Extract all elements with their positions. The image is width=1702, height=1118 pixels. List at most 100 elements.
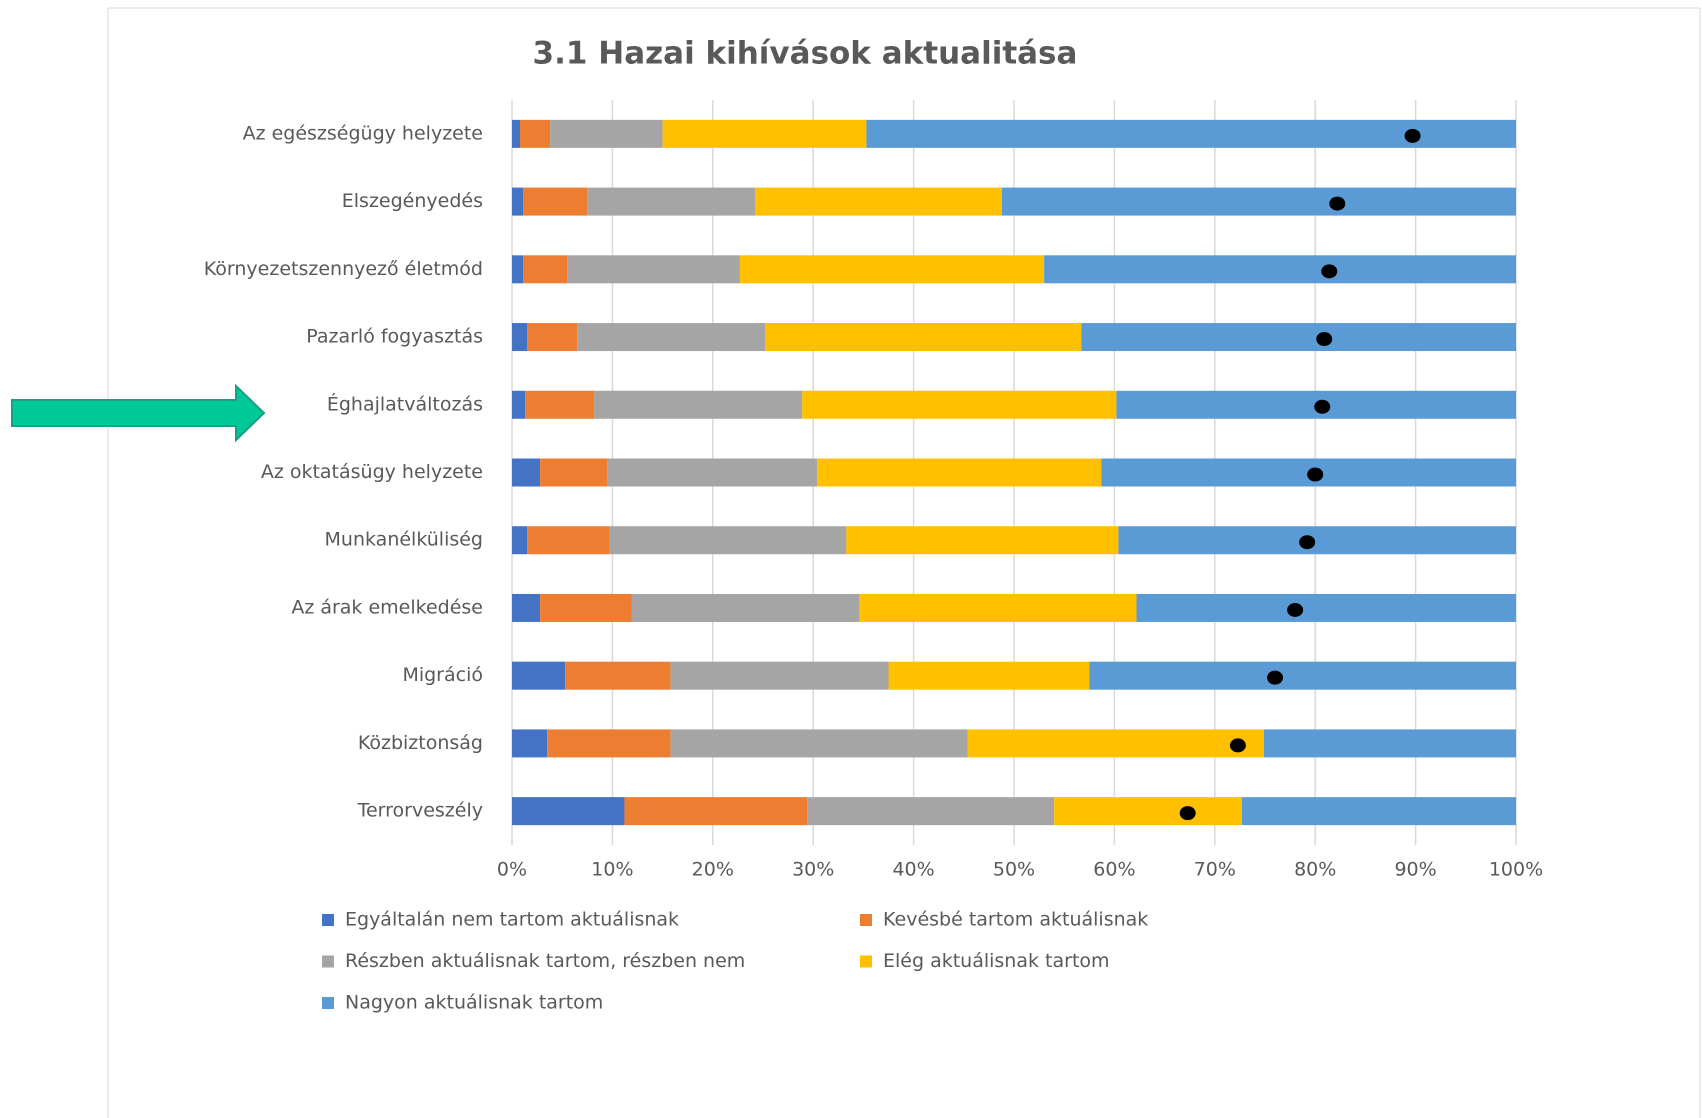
bar-segment [662, 119, 867, 148]
bar-segment [1136, 593, 1516, 622]
dot [1404, 128, 1421, 143]
bar-segment [540, 593, 632, 622]
x-tick-label: 0% [497, 859, 527, 881]
bar-segment [512, 661, 566, 690]
x-tick-label: 50% [993, 859, 1035, 881]
bar-segment [817, 458, 1102, 487]
bar-segment [1081, 323, 1516, 352]
y-tick-label: Elszegényedés [342, 190, 483, 212]
bar-segment [807, 797, 1055, 826]
x-tick-label: 20% [692, 859, 734, 881]
dot [1314, 399, 1331, 414]
bar-segment [512, 458, 541, 487]
x-tick-label: 80% [1294, 859, 1336, 881]
legend-swatch [860, 914, 872, 926]
legend-label: Kevésbé tartom aktuálisnak [883, 909, 1148, 931]
bar-segment [512, 593, 541, 622]
dot [1287, 602, 1304, 617]
bar-segment [587, 187, 755, 216]
legend-label: Részben aktuálisnak tartom, részben nem [345, 950, 745, 972]
bar-segment [859, 593, 1137, 622]
bar-segment [527, 323, 578, 352]
y-tick-label: Környezetszennyező életmód [204, 258, 483, 280]
y-tick-label: Terrorveszély [357, 800, 483, 822]
bar-segment [594, 390, 803, 419]
bar-segment [577, 323, 766, 352]
bar-segment [607, 458, 818, 487]
bar-segment [512, 526, 528, 555]
y-tick-label: Éghajlatváltozás [327, 392, 483, 415]
bar-segment [670, 661, 889, 690]
x-tick-label: 10% [591, 859, 633, 881]
legend-label: Nagyon aktuálisnak tartom [345, 992, 603, 1014]
bar-segment [512, 729, 548, 758]
bar-segment [1118, 526, 1516, 555]
y-tick-label: Migráció [402, 664, 483, 686]
y-tick-label: Az egészségügy helyzete [243, 122, 483, 144]
bar-segment [754, 187, 1002, 216]
bar-segment [1001, 187, 1516, 216]
legend-label: Elég aktuálisnak tartom [883, 950, 1110, 972]
dot [1329, 196, 1346, 211]
bar-segment [624, 797, 808, 826]
bar-segment [527, 526, 610, 555]
bar-segment [512, 119, 521, 148]
dot [1267, 670, 1284, 685]
x-tick-label: 100% [1489, 859, 1543, 881]
bar-segment [523, 255, 568, 284]
dot [1307, 467, 1324, 482]
legend-swatch [322, 914, 334, 926]
bar-segment [888, 661, 1090, 690]
bar-segment [1044, 255, 1516, 284]
bar-segment [846, 526, 1119, 555]
bar-segment [565, 661, 671, 690]
legend-swatch [322, 955, 334, 968]
bar-segment [670, 729, 968, 758]
dot [1229, 738, 1246, 753]
dot [1316, 332, 1333, 347]
bar-segment [631, 593, 860, 622]
legend-swatch [322, 997, 334, 1009]
bar-segment [967, 729, 1264, 758]
bar-segment [609, 526, 847, 555]
bar-segment [567, 255, 740, 284]
x-tick-label: 60% [1093, 859, 1135, 881]
bar-segment [1263, 729, 1516, 758]
bar-segment [547, 729, 671, 758]
bar-segment [540, 458, 608, 487]
bar-segment [1054, 797, 1242, 826]
arrow-annotation [11, 383, 266, 443]
bar-segment [520, 119, 551, 148]
chart-title: 3.1 Hazai kihívások aktualitása [533, 36, 1078, 72]
x-tick-label: 70% [1194, 859, 1236, 881]
bar-segment [802, 390, 1117, 419]
dot [1299, 535, 1316, 550]
y-tick-label: Közbiztonság [358, 732, 483, 754]
bar-segment [765, 323, 1082, 352]
bars [512, 119, 1516, 826]
legend-swatch [860, 955, 872, 968]
bar-segment [1089, 661, 1516, 690]
legend-label: Egyáltalán nem tartom aktuálisnak [345, 909, 679, 931]
bar-segment [512, 323, 528, 352]
bar-segment [512, 797, 625, 826]
x-tick-label: 40% [892, 859, 934, 881]
bar-segment [550, 119, 663, 148]
y-tick-label: Pazarló fogyasztás [306, 326, 483, 348]
bar-segment [739, 255, 1045, 284]
y-tick-label: Az árak emelkedése [291, 596, 483, 618]
bar-segment [512, 255, 524, 284]
y-tick-label: Munkanélküliség [325, 529, 483, 551]
dot [1179, 806, 1196, 821]
x-tick-label: 30% [792, 859, 834, 881]
y-tick-label: Az oktatásügy helyzete [261, 461, 483, 483]
dot [1321, 264, 1338, 279]
bar-segment [523, 187, 588, 216]
bar-segment [525, 390, 595, 419]
x-tick-label: 90% [1394, 859, 1436, 881]
bar-segment [1241, 797, 1516, 826]
bar-segment [512, 390, 526, 419]
bar-segment [512, 187, 524, 216]
